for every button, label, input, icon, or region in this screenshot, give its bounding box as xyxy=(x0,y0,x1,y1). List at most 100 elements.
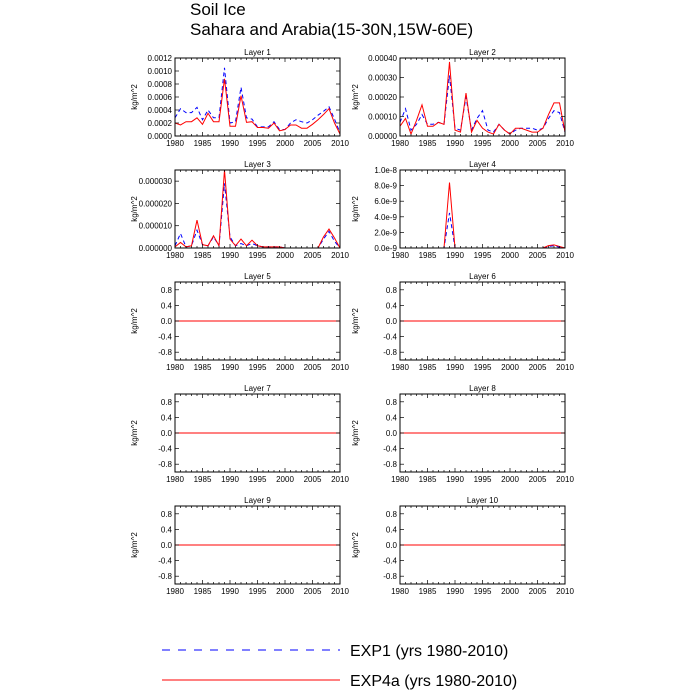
layer-3-title: Layer 3 xyxy=(244,160,271,169)
figure-subtitle: Sahara and Arabia(15-30N,15W-60E) xyxy=(190,20,474,39)
layer-10-ytick-label: -0.4 xyxy=(383,557,397,566)
layer-5-panel: Layer 5 kg/m^2 1980 1985 1990 1995 2000 2005 201… xyxy=(130,272,349,372)
layer-4-title: Layer 4 xyxy=(469,160,496,169)
layer-4-exp4a-line xyxy=(400,182,565,248)
layer-3-ytick-label: 0.000030 xyxy=(139,177,173,186)
layer-10-ytick-label: 0.0 xyxy=(386,541,398,550)
layer-4-ytick-label: 4.0e-9 xyxy=(374,213,397,222)
layer-8-xtick-label: 2010 xyxy=(556,475,574,484)
layer-4-xtick-label: 2005 xyxy=(529,251,547,260)
layer-1-series-group xyxy=(175,67,340,135)
layer-1-xtick-label: 1985 xyxy=(194,139,212,148)
layer-10-xtick-label: 1980 xyxy=(391,587,409,596)
layer-3-exp1-line xyxy=(175,183,340,248)
layer-4-xtick-label: 1980 xyxy=(391,251,409,260)
layer-2-frame xyxy=(399,57,566,137)
layer-3-ytick-label: 0.000020 xyxy=(139,199,173,208)
layer-9-xtick-label: 1980 xyxy=(166,587,184,596)
layer-4-xtick-label: 2000 xyxy=(501,251,519,260)
layer-2-xtick-label: 1995 xyxy=(474,139,492,148)
layer-1-ylabel: kg/m^2 xyxy=(130,84,139,110)
layer-1-ytick-label: 0.0010 xyxy=(148,67,173,76)
layer-4-xtick-label: 1995 xyxy=(474,251,492,260)
layer-6-ytick-label: 0.0 xyxy=(386,317,398,326)
layer-1-ytick-label: 0.0000 xyxy=(148,132,173,141)
layer-9-xtick-label: 1990 xyxy=(221,587,239,596)
layer-1-ytick-label: 0.0004 xyxy=(148,106,173,115)
layer-5-ytick-label: -0.4 xyxy=(158,333,172,342)
layer-2-ytick-label: 0.00030 xyxy=(368,74,397,83)
layer-1-exp1-line xyxy=(175,67,340,133)
layer-8-xtick-label: 1995 xyxy=(474,475,492,484)
layer-5-ylabel: kg/m^2 xyxy=(130,308,139,334)
layer-6-xtick-label: 2005 xyxy=(529,363,547,372)
layer-3-xtick-label: 1990 xyxy=(221,251,239,260)
layer-7-ytick-label: 0.4 xyxy=(161,413,173,422)
layer-5-xtick-label: 1990 xyxy=(221,363,239,372)
layer-1-title: Layer 1 xyxy=(244,48,271,57)
layer-10-xtick-label: 2005 xyxy=(529,587,547,596)
layer-2-ylabel: kg/m^2 xyxy=(351,84,360,110)
layer-1-xtick-label: 2010 xyxy=(331,139,349,148)
layer-9-panel: Layer 9 kg/m^2 1980 1985 1990 1995 2000 2005 201… xyxy=(130,496,349,596)
layer-9-title: Layer 9 xyxy=(244,496,271,505)
layer-8-ytick-label: 0.8 xyxy=(386,398,398,407)
layer-2-exp4a-line xyxy=(400,61,565,136)
layer-6-ytick-label: -0.8 xyxy=(383,348,397,357)
layer-10-xtick-label: 1990 xyxy=(446,587,464,596)
layer-10-title: Layer 10 xyxy=(467,496,499,505)
layer-7-ytick-label: -0.4 xyxy=(158,445,172,454)
layer-9-xtick-label: 1995 xyxy=(249,587,267,596)
layer-3-ytick-label: 0.000000 xyxy=(139,244,173,253)
layer-3-xtick-label: 2010 xyxy=(331,251,349,260)
layer-10-xtick-label: 2010 xyxy=(556,587,574,596)
layer-1-panel: Layer 1 kg/m^2 1980 1985 1990 1995 2000 2005 201… xyxy=(130,48,349,148)
layer-7-ylabel: kg/m^2 xyxy=(130,420,139,446)
layer-7-xtick-label: 2010 xyxy=(331,475,349,484)
layer-3-xtick-label: 2005 xyxy=(304,251,322,260)
layer-3-ylabel: kg/m^2 xyxy=(130,196,139,222)
layer-8-ytick-label: -0.8 xyxy=(383,460,397,469)
layer-9-xtick-label: 2005 xyxy=(304,587,322,596)
layer-7-xtick-label: 1980 xyxy=(166,475,184,484)
layer-10-ytick-label: -0.8 xyxy=(383,572,397,581)
layer-1-xtick-label: 1980 xyxy=(166,139,184,148)
layer-3-xtick-label: 1985 xyxy=(194,251,212,260)
layer-8-ytick-label: -0.4 xyxy=(383,445,397,454)
layer-10-xtick-label: 1995 xyxy=(474,587,492,596)
layer-4-xtick-label: 1985 xyxy=(419,251,437,260)
layer-4-ytick-label: 2.0e-9 xyxy=(374,228,397,237)
layer-2-ytick-label: 0.00000 xyxy=(368,132,397,141)
layer-9-xtick-label: 1985 xyxy=(194,587,212,596)
layer-2-xtick-label: 1980 xyxy=(391,139,409,148)
layer-9-xtick-label: 2010 xyxy=(331,587,349,596)
layer-4-ytick-label: 1.0e-8 xyxy=(374,166,397,175)
layer-8-ytick-label: 0.0 xyxy=(386,429,398,438)
layer-5-xtick-label: 1995 xyxy=(249,363,267,372)
layer-10-panel: Layer 10 kg/m^2 1980 1985 1990 1995 2000 2005 20… xyxy=(351,496,574,596)
layer-8-title: Layer 8 xyxy=(469,384,496,393)
layer-7-panel: Layer 7 kg/m^2 1980 1985 1990 1995 2000 2005 201… xyxy=(130,384,349,484)
layer-10-ylabel: kg/m^2 xyxy=(351,532,360,558)
layer-8-xtick-label: 1990 xyxy=(446,475,464,484)
layer-6-xtick-label: 1995 xyxy=(474,363,492,372)
layer-9-xtick-label: 2000 xyxy=(276,587,294,596)
layer-10-ytick-label: 0.4 xyxy=(386,525,398,534)
layer-2-xtick-label: 1985 xyxy=(419,139,437,148)
layer-3-xtick-label: 1995 xyxy=(249,251,267,260)
layer-7-ytick-label: 0.8 xyxy=(161,398,173,407)
layer-2-xtick-label: 1990 xyxy=(446,139,464,148)
layer-6-xtick-label: 2010 xyxy=(556,363,574,372)
layer-7-xtick-label: 1995 xyxy=(249,475,267,484)
layer-6-xtick-label: 1990 xyxy=(446,363,464,372)
layer-3-ytick-label: 0.000010 xyxy=(139,222,173,231)
layer-4-ylabel: kg/m^2 xyxy=(351,196,360,222)
layer-5-ytick-label: -0.8 xyxy=(158,348,172,357)
layer-1-exp4a-line xyxy=(175,78,340,135)
layer-8-xtick-label: 2000 xyxy=(501,475,519,484)
layer-4-panel: Layer 4 kg/m^2 1980 1985 1990 1995 2000 2005 201… xyxy=(351,160,574,260)
layer-9-ytick-label: 0.0 xyxy=(161,541,173,550)
layer-4-frame xyxy=(399,169,566,249)
layer-8-ylabel: kg/m^2 xyxy=(351,420,360,446)
